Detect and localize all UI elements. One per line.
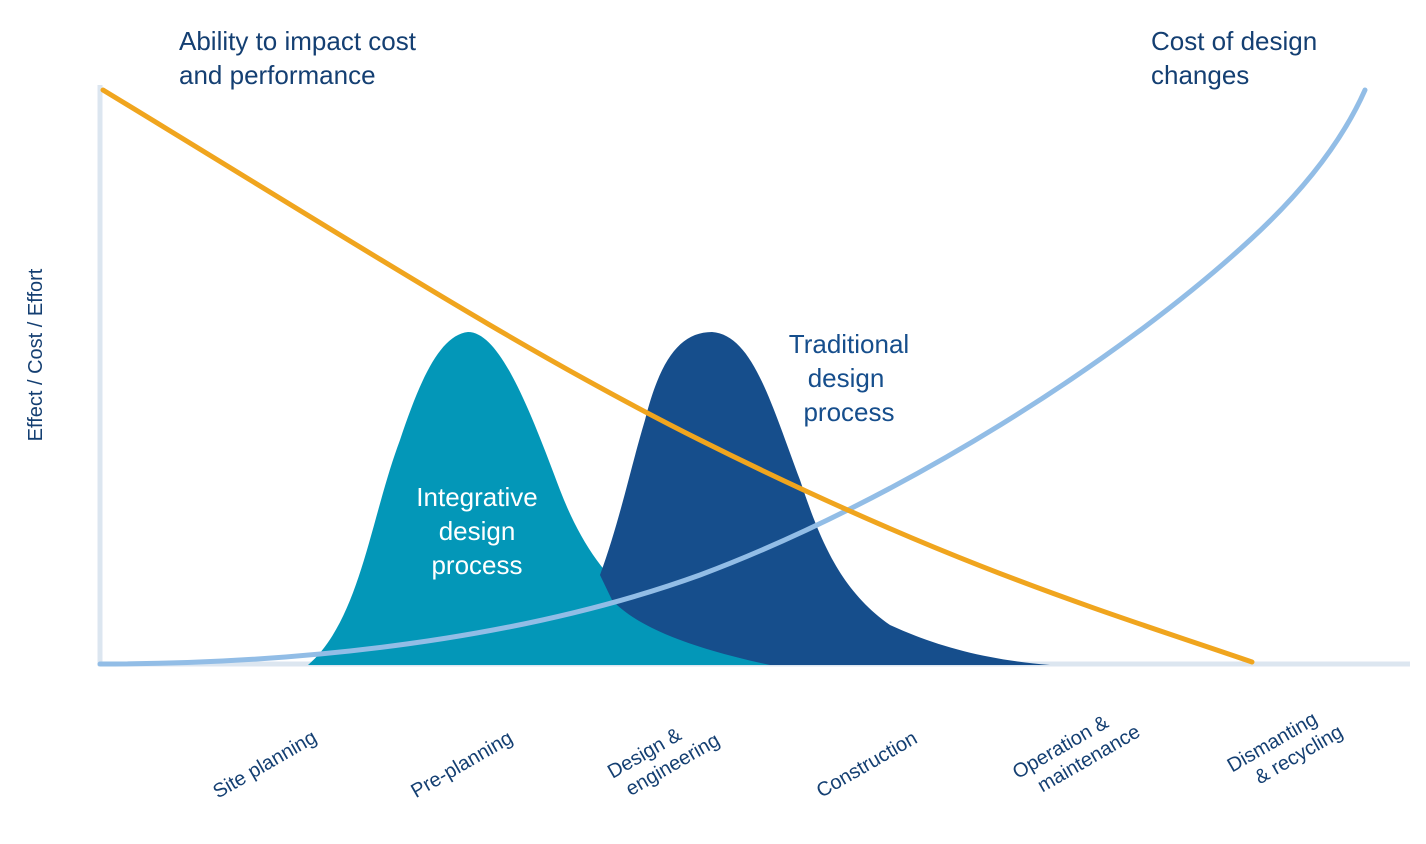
traditional-label-line: process (803, 397, 894, 427)
cost-label-line1: Cost of design (1151, 26, 1317, 56)
integrative-label-line: Integrative (416, 482, 537, 512)
integrative-process-label: Integrative design process (416, 482, 537, 580)
traditional-process-label: Traditional design process (789, 329, 909, 427)
ability-to-impact-cost-curve (100, 87, 1255, 665)
integrative-label-line: design (439, 516, 516, 546)
phase-label-construction: Construction (813, 727, 921, 802)
phase-labels: Site planning Pre-planning Design & engi… (209, 700, 1347, 805)
traditional-label-line: Traditional (789, 329, 909, 359)
traditional-label-line: design (808, 363, 885, 393)
integrative-process-area (308, 332, 820, 665)
y-axis-label: Effect / Cost / Effort (25, 268, 47, 441)
traditional-process-area (600, 332, 1050, 665)
phase-label-design-engineering: Design & engineering (604, 708, 724, 804)
cost-label-line2: changes (1151, 60, 1249, 90)
phase-label-operation-maintenance: Operation & maintenance (1009, 700, 1144, 805)
integrative-label-line: process (431, 550, 522, 580)
phase-label-dismantling-recycling: Dismanting & recycling (1224, 700, 1347, 798)
ability-label-line2: and performance (179, 60, 376, 90)
ability-label-line1: Ability to impact cost (179, 26, 417, 56)
phase-label-line: Construction (813, 727, 921, 802)
phase-label-pre-planning: Pre-planning (407, 727, 516, 803)
phase-label-line: Pre-planning (407, 727, 516, 803)
cost-of-design-changes-curve (97, 87, 1368, 667)
phase-label-line: Site planning (209, 726, 320, 803)
phase-label-site-planning: Site planning (209, 726, 320, 803)
